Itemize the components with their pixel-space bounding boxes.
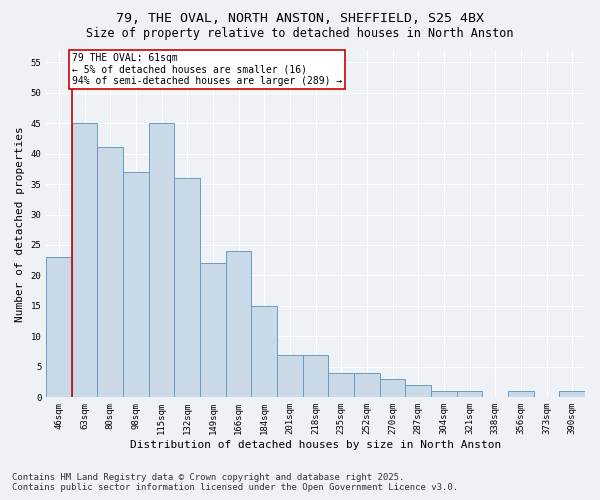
Bar xyxy=(406,385,431,398)
Bar xyxy=(431,391,457,398)
Text: 79 THE OVAL: 61sqm
← 5% of detached houses are smaller (16)
94% of semi-detached: 79 THE OVAL: 61sqm ← 5% of detached hous… xyxy=(72,53,343,86)
Text: 79, THE OVAL, NORTH ANSTON, SHEFFIELD, S25 4BX: 79, THE OVAL, NORTH ANSTON, SHEFFIELD, S… xyxy=(116,12,484,26)
Bar xyxy=(354,373,380,398)
Text: Size of property relative to detached houses in North Anston: Size of property relative to detached ho… xyxy=(86,28,514,40)
Y-axis label: Number of detached properties: Number of detached properties xyxy=(15,126,25,322)
X-axis label: Distribution of detached houses by size in North Anston: Distribution of detached houses by size … xyxy=(130,440,501,450)
Bar xyxy=(251,306,277,398)
Bar xyxy=(380,379,406,398)
Bar xyxy=(328,373,354,398)
Bar xyxy=(200,264,226,398)
Bar xyxy=(123,172,149,398)
Bar xyxy=(277,354,303,398)
Text: Contains HM Land Registry data © Crown copyright and database right 2025.
Contai: Contains HM Land Registry data © Crown c… xyxy=(12,473,458,492)
Bar xyxy=(303,354,328,398)
Bar xyxy=(149,123,175,398)
Bar xyxy=(508,391,533,398)
Bar xyxy=(457,391,482,398)
Bar xyxy=(175,178,200,398)
Bar xyxy=(46,257,72,398)
Bar xyxy=(97,148,123,398)
Bar xyxy=(226,251,251,398)
Bar xyxy=(559,391,585,398)
Bar xyxy=(72,123,97,398)
